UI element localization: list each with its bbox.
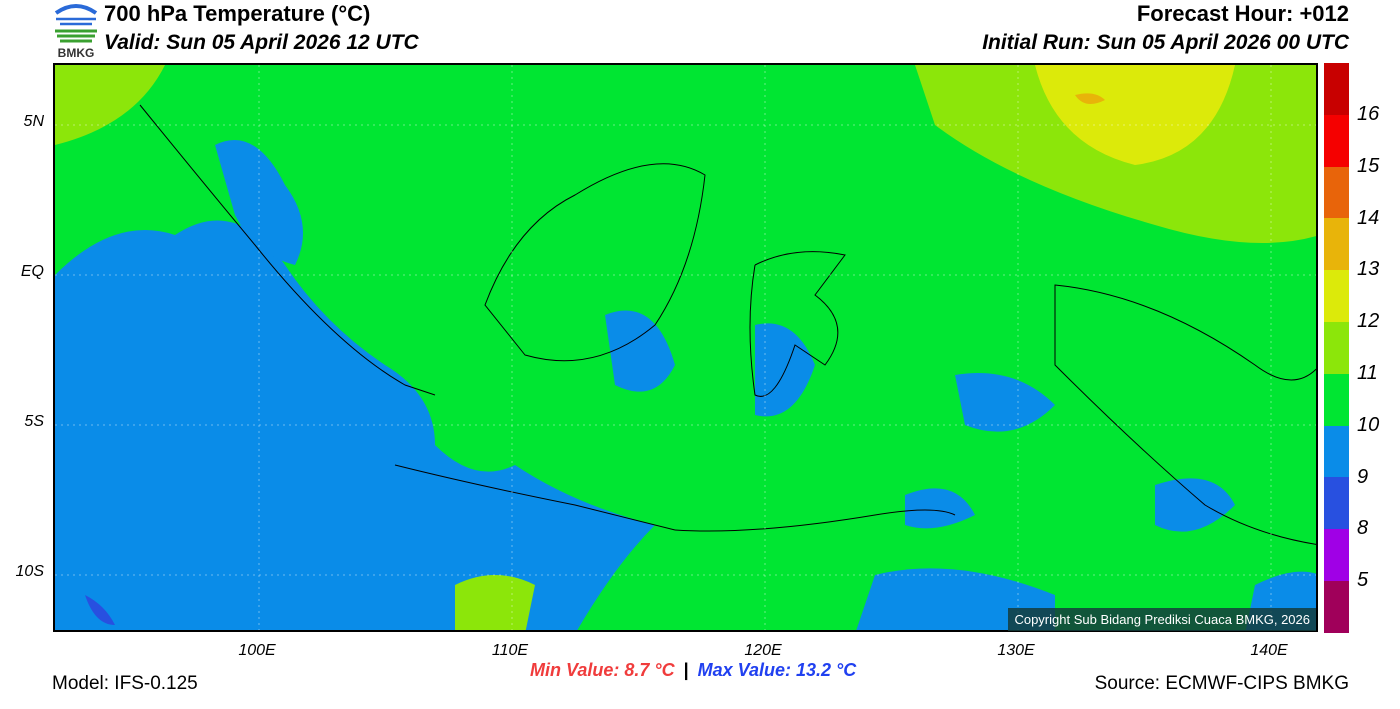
min-value: Min Value: 8.7 °C <box>530 660 675 680</box>
legend-swatch <box>1324 63 1349 115</box>
lon-label: 130E <box>997 642 1035 659</box>
legend-swatch <box>1324 529 1349 581</box>
lat-label: 10S <box>15 563 44 580</box>
lat-label: 5N <box>23 113 44 130</box>
copyright: Copyright Sub Bidang Prediksi Cuaca BMKG… <box>1008 608 1316 631</box>
legend-label: 16 <box>1357 103 1380 125</box>
lon-label: 100E <box>238 642 276 659</box>
lat-label: 5S <box>24 413 44 430</box>
legend-label: 8 <box>1357 517 1369 540</box>
legend-swatch <box>1324 270 1349 322</box>
legend-label: 12 <box>1357 310 1380 333</box>
valid-time: Valid: Sun 05 April 2026 12 UTC <box>104 31 419 54</box>
legend-swatch <box>1324 218 1349 271</box>
map-title: 700 hPa Temperature (°C) <box>104 1 371 26</box>
legend-swatch <box>1324 425 1349 478</box>
max-value: Max Value: 13.2 °C <box>697 660 857 680</box>
forecast-hour: Forecast Hour: +012 <box>1136 1 1349 26</box>
lon-label: 110E <box>491 642 529 659</box>
legend-swatch <box>1324 321 1349 374</box>
svg-text:BMKG: BMKG <box>58 46 95 59</box>
color-legend <box>1324 63 1349 633</box>
model-label: Model: IFS-0.125 <box>52 673 198 694</box>
temperature-map <box>53 63 1318 632</box>
legend-swatch <box>1324 373 1349 426</box>
initial-run: Initial Run: Sun 05 April 2026 00 UTC <box>982 31 1349 54</box>
legend-label: 11 <box>1357 362 1378 384</box>
min-max-values: Min Value: 8.7 °C | Max Value: 13.2 °C <box>530 660 856 681</box>
legend-label: 15 <box>1357 154 1380 177</box>
legend-label: 14 <box>1357 206 1380 229</box>
separator: | <box>683 660 689 680</box>
legend-swatch <box>1324 477 1349 530</box>
legend-label: 10 <box>1357 413 1380 436</box>
lon-label: 120E <box>744 642 782 659</box>
bmkg-logo: BMKG <box>54 4 98 59</box>
legend-swatch <box>1324 166 1349 219</box>
legend-swatch <box>1324 114 1349 167</box>
lat-label: EQ <box>20 263 44 280</box>
legend-label: 9 <box>1357 465 1369 488</box>
legend-label: 13 <box>1357 258 1380 281</box>
lon-label: 140E <box>1250 642 1288 659</box>
source-label: Source: ECMWF-CIPS BMKG <box>1094 673 1349 694</box>
legend-swatch <box>1324 580 1349 633</box>
legend-label: 5 <box>1357 569 1369 592</box>
temperature-field <box>55 65 1316 630</box>
